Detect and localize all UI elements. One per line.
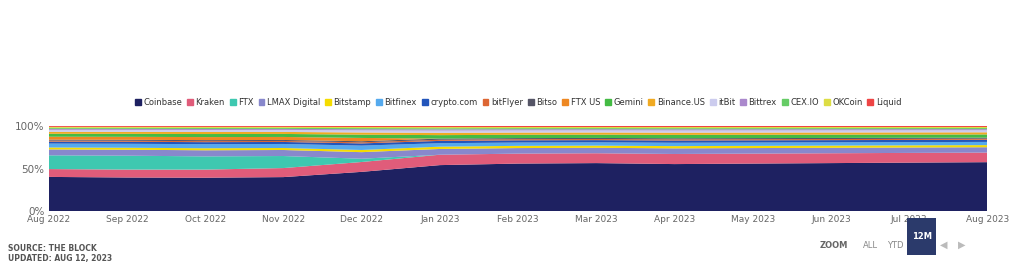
Legend: Coinbase, Kraken, FTX, LMAX Digital, Bitstamp, Bitfinex, crypto.com, bitFlyer, B: Coinbase, Kraken, FTX, LMAX Digital, Bit… [135, 98, 901, 107]
Text: ZOOM: ZOOM [819, 241, 848, 250]
Text: ▶: ▶ [958, 240, 966, 250]
Text: SOURCE: THE BLOCK
UPDATED: AUG 12, 2023: SOURCE: THE BLOCK UPDATED: AUG 12, 2023 [8, 244, 113, 263]
Text: YTD: YTD [887, 241, 903, 250]
Text: 12M: 12M [911, 232, 932, 241]
Text: ◀: ◀ [940, 240, 947, 250]
Text: ALL: ALL [863, 241, 879, 250]
